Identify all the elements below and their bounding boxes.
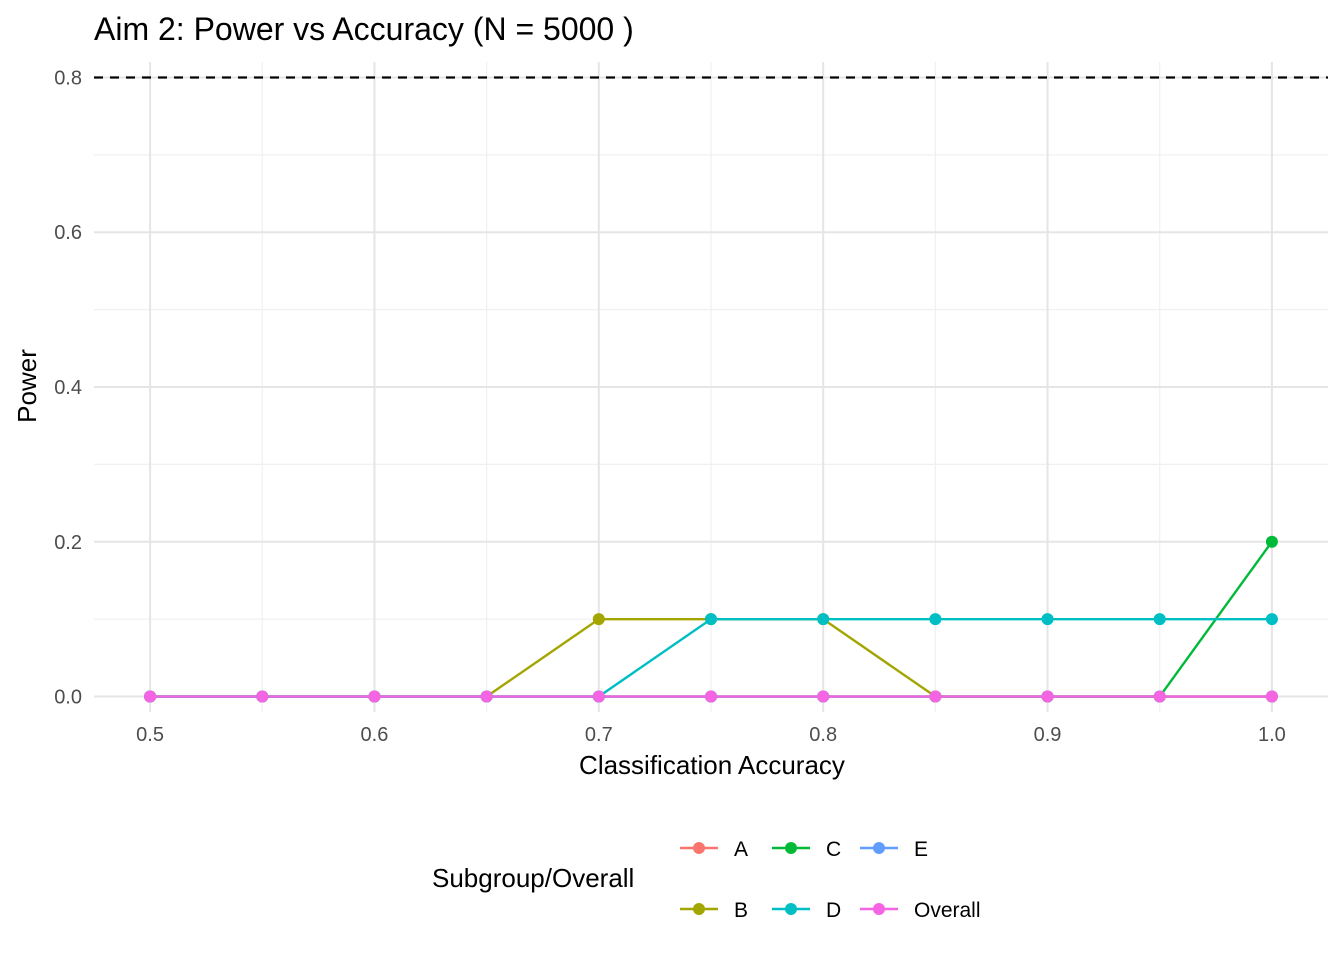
legend-item-b: B [680,899,748,922]
x-tick-label: 0.7 [585,724,613,746]
data-point-overall [705,690,717,703]
data-point-b [592,613,605,626]
legend-item-c: C [772,838,841,861]
chart-title: Aim 2: Power vs Accuracy (N = 5000 ) [94,11,634,47]
data-point-overall [1153,690,1166,703]
data-point-overall [1041,690,1054,703]
data-point-d [1265,613,1278,626]
legend-label: D [826,899,841,922]
legend-label: Overall [914,899,981,922]
y-tick-label: 0.6 [54,222,82,244]
data-point-overall [368,690,381,703]
y-tick-labels: 0.0 0.2 0.4 0.6 0.8 [54,67,82,708]
y-axis-title: Power [12,349,42,423]
legend: Subgroup/Overall A C E B D Overall [432,838,981,922]
legend-key-point [693,842,705,854]
x-tick-label: 0.9 [1034,724,1062,746]
x-tick-label: 1.0 [1258,724,1286,746]
legend-label: A [734,838,748,861]
data-point-d [929,613,942,626]
x-tick-label: 0.5 [136,724,164,746]
y-tick-label: 0.4 [54,377,82,399]
data-point-overall [256,690,269,703]
legend-key-point [873,842,885,854]
legend-item-e: E [860,838,928,861]
x-axis-title: Classification Accuracy [579,750,845,780]
legend-label: E [914,838,928,861]
series-points [144,535,1278,703]
data-point-overall [592,690,605,703]
data-point-d [817,613,830,626]
legend-item-overall: Overall [860,899,981,922]
legend-item-d: D [772,899,841,922]
legend-label: B [734,899,748,922]
legend-key-point [785,903,797,915]
data-point-c [1265,535,1278,548]
data-point-d [1153,613,1166,626]
data-point-overall [1265,690,1278,703]
legend-label: C [826,838,841,861]
y-tick-label: 0.0 [54,687,82,709]
legend-key-point [693,903,705,915]
data-point-overall [817,690,830,703]
legend-items: A C E B D Overall [680,838,981,922]
legend-item-a: A [680,838,748,861]
data-point-overall [144,690,157,703]
legend-title: Subgroup/Overall [432,863,634,893]
data-point-d [705,613,717,626]
data-point-d [1041,613,1054,626]
x-tick-label: 0.6 [361,724,389,746]
y-tick-label: 0.2 [54,532,82,554]
major-gridlines [94,62,1328,712]
y-tick-label: 0.8 [54,67,82,89]
legend-key-point [873,903,885,915]
data-point-overall [929,690,942,703]
data-point-overall [480,690,493,703]
legend-key-point [785,842,797,854]
x-tick-labels: 0.5 0.6 0.7 0.8 0.9 1.0 [136,724,1286,746]
x-tick-label: 0.8 [809,724,837,746]
